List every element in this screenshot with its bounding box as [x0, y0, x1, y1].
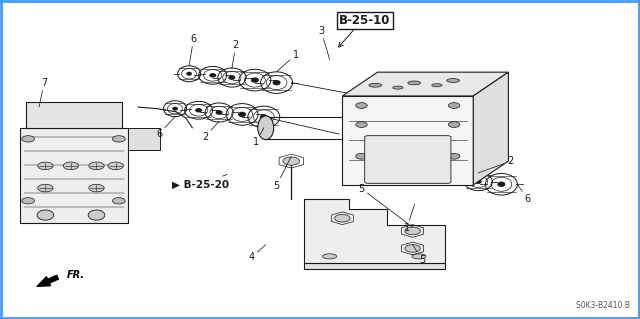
FancyBboxPatch shape [365, 136, 451, 183]
Ellipse shape [497, 182, 506, 187]
Ellipse shape [172, 107, 178, 111]
Ellipse shape [209, 73, 216, 78]
Ellipse shape [216, 110, 223, 115]
Ellipse shape [260, 114, 268, 120]
Text: ▶ B-25-20: ▶ B-25-20 [172, 174, 229, 190]
Text: 3: 3 [318, 26, 330, 59]
Text: 6: 6 [189, 34, 196, 66]
Circle shape [356, 153, 367, 159]
Ellipse shape [88, 210, 105, 220]
Text: 7: 7 [39, 78, 47, 107]
Ellipse shape [393, 86, 403, 89]
Text: 6: 6 [517, 184, 531, 204]
Circle shape [63, 162, 79, 170]
Text: 5: 5 [273, 156, 291, 190]
Circle shape [449, 103, 460, 108]
Circle shape [405, 227, 420, 235]
Text: 1: 1 [276, 50, 299, 72]
Circle shape [335, 214, 350, 222]
Text: 6: 6 [156, 117, 175, 139]
Circle shape [356, 103, 367, 108]
Circle shape [38, 162, 53, 170]
Ellipse shape [258, 116, 274, 140]
Circle shape [113, 136, 125, 142]
Circle shape [449, 153, 460, 159]
FancyArrowPatch shape [37, 275, 58, 286]
Text: 5: 5 [413, 245, 426, 264]
Circle shape [89, 184, 104, 192]
Circle shape [449, 122, 460, 127]
Polygon shape [304, 263, 445, 269]
Ellipse shape [408, 81, 420, 85]
Ellipse shape [447, 78, 460, 82]
Circle shape [283, 157, 300, 165]
Text: 5: 5 [358, 184, 413, 227]
Text: 2: 2 [232, 40, 239, 69]
Text: 2: 2 [202, 122, 219, 142]
Ellipse shape [369, 83, 381, 87]
Circle shape [89, 162, 104, 170]
Text: FR.: FR. [67, 270, 84, 280]
Text: 1: 1 [253, 128, 264, 147]
Ellipse shape [323, 254, 337, 259]
Polygon shape [129, 128, 161, 150]
Circle shape [405, 245, 420, 252]
Text: 2: 2 [478, 156, 513, 173]
Polygon shape [20, 128, 129, 223]
Text: S0K3-B2410 B: S0K3-B2410 B [576, 301, 630, 310]
Text: 1: 1 [404, 204, 415, 233]
Ellipse shape [412, 254, 426, 259]
Circle shape [356, 122, 367, 127]
Circle shape [22, 136, 35, 142]
Ellipse shape [228, 75, 236, 80]
Polygon shape [342, 72, 508, 96]
Ellipse shape [432, 84, 442, 87]
Circle shape [113, 197, 125, 204]
Text: B-25-10: B-25-10 [339, 14, 390, 27]
Circle shape [22, 197, 35, 204]
Ellipse shape [238, 112, 246, 117]
Text: 4: 4 [248, 245, 266, 262]
Ellipse shape [273, 80, 280, 85]
Polygon shape [304, 199, 445, 263]
Polygon shape [26, 102, 122, 128]
Ellipse shape [195, 108, 202, 113]
Ellipse shape [186, 72, 192, 76]
Polygon shape [473, 72, 508, 185]
Ellipse shape [475, 180, 482, 184]
Ellipse shape [251, 78, 259, 83]
Circle shape [108, 162, 124, 170]
Ellipse shape [37, 210, 54, 220]
Polygon shape [342, 96, 473, 185]
Circle shape [38, 184, 53, 192]
